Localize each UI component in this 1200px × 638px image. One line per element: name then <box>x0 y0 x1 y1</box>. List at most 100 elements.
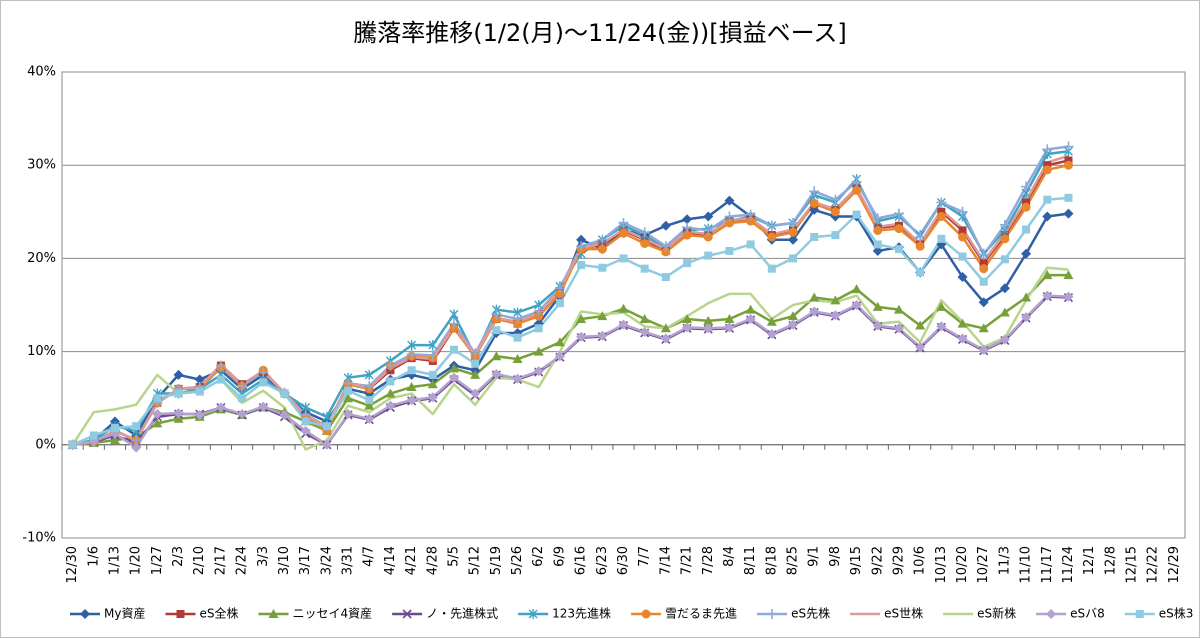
data-point <box>703 211 714 222</box>
data-point <box>1063 141 1074 152</box>
x-tick-label: 11/10 <box>1019 546 1034 583</box>
data-point <box>1021 181 1032 192</box>
x-tick-label: 7/21 <box>680 546 695 575</box>
data-point <box>555 289 565 299</box>
data-point <box>554 337 565 347</box>
data-point <box>1064 156 1073 165</box>
data-point <box>682 214 693 225</box>
x-tick-label: 11/3 <box>997 546 1012 575</box>
data-point <box>194 409 205 420</box>
x-tick-label: 8/18 <box>764 546 779 575</box>
data-point <box>936 211 946 221</box>
data-point <box>364 400 375 410</box>
data-point <box>703 232 713 242</box>
data-point <box>512 373 523 384</box>
data-point <box>300 425 311 436</box>
data-point <box>385 360 396 371</box>
data-point <box>915 231 926 242</box>
data-point <box>385 400 396 411</box>
data-point <box>766 316 777 326</box>
data-point <box>577 260 586 269</box>
data-point <box>131 442 142 453</box>
legend-marker <box>767 609 778 619</box>
data-point <box>237 409 248 420</box>
data-point <box>427 379 438 389</box>
data-point <box>660 323 671 333</box>
x-tick-label: 9/1 <box>807 546 822 567</box>
data-point <box>512 354 523 364</box>
data-point <box>936 321 947 332</box>
legend-label: eS先株 <box>791 606 830 621</box>
data-point <box>1021 202 1031 212</box>
data-point <box>280 389 289 398</box>
legend-marker <box>268 609 279 618</box>
y-tick-label: 0% <box>35 437 56 452</box>
data-point <box>428 370 437 379</box>
data-point <box>937 207 946 216</box>
data-point <box>1043 195 1052 204</box>
data-point <box>449 309 459 320</box>
data-point <box>533 366 544 377</box>
data-point <box>597 311 608 321</box>
x-tick-label: 3/17 <box>298 546 313 575</box>
data-point <box>703 323 714 334</box>
data-point <box>682 230 692 240</box>
x-tick-label: 8/4 <box>722 546 737 567</box>
data-point <box>215 360 226 371</box>
x-tick-label: 4/14 <box>383 546 398 575</box>
data-point <box>1064 193 1073 202</box>
legend-label: eSバ8 <box>1070 607 1105 621</box>
data-point <box>872 301 883 311</box>
x-tick-label: 3/24 <box>319 546 334 575</box>
data-point <box>1021 312 1032 323</box>
x-tick-label: 4/28 <box>425 546 440 575</box>
data-point <box>110 424 119 433</box>
data-point <box>745 209 756 220</box>
data-point <box>364 369 374 380</box>
x-tick-label: 5/12 <box>468 546 483 575</box>
data-point <box>385 388 396 398</box>
data-point <box>554 283 565 294</box>
data-point <box>364 413 375 424</box>
data-point <box>1021 248 1032 259</box>
data-point <box>703 315 714 325</box>
y-tick-label: -10% <box>22 531 56 546</box>
x-tick-label: 12/30 <box>65 546 80 583</box>
x-tick-label: 4/7 <box>362 546 377 567</box>
x-tick-label: 10/20 <box>955 546 970 583</box>
data-point <box>259 378 268 387</box>
data-point <box>809 306 820 317</box>
data-point <box>237 381 248 392</box>
data-point <box>619 254 628 263</box>
data-point <box>809 198 819 208</box>
data-point <box>831 231 840 240</box>
data-point <box>957 318 968 328</box>
data-point <box>322 411 332 422</box>
data-point <box>152 418 163 428</box>
data-point <box>470 388 481 399</box>
data-point <box>746 216 756 226</box>
x-tick-label: 8/25 <box>786 546 801 575</box>
data-point <box>852 210 861 219</box>
x-tick-label: 2/17 <box>213 546 228 575</box>
data-point <box>915 320 926 330</box>
data-point <box>745 313 756 324</box>
data-point <box>851 300 862 310</box>
data-point <box>724 195 735 206</box>
data-point <box>597 244 607 254</box>
x-tick-label: 9/15 <box>849 546 864 575</box>
data-point <box>279 409 290 420</box>
data-point <box>1000 234 1010 244</box>
legend-marker <box>176 610 185 618</box>
data-point <box>682 313 693 323</box>
data-point <box>788 319 799 330</box>
x-tick-label: 12/1 <box>1082 546 1097 575</box>
data-point <box>470 348 481 359</box>
data-point <box>724 218 734 228</box>
data-point <box>576 313 587 323</box>
data-point <box>618 303 629 313</box>
data-point <box>957 333 968 344</box>
data-point <box>999 334 1010 345</box>
x-tick-label: 5/26 <box>510 546 525 575</box>
